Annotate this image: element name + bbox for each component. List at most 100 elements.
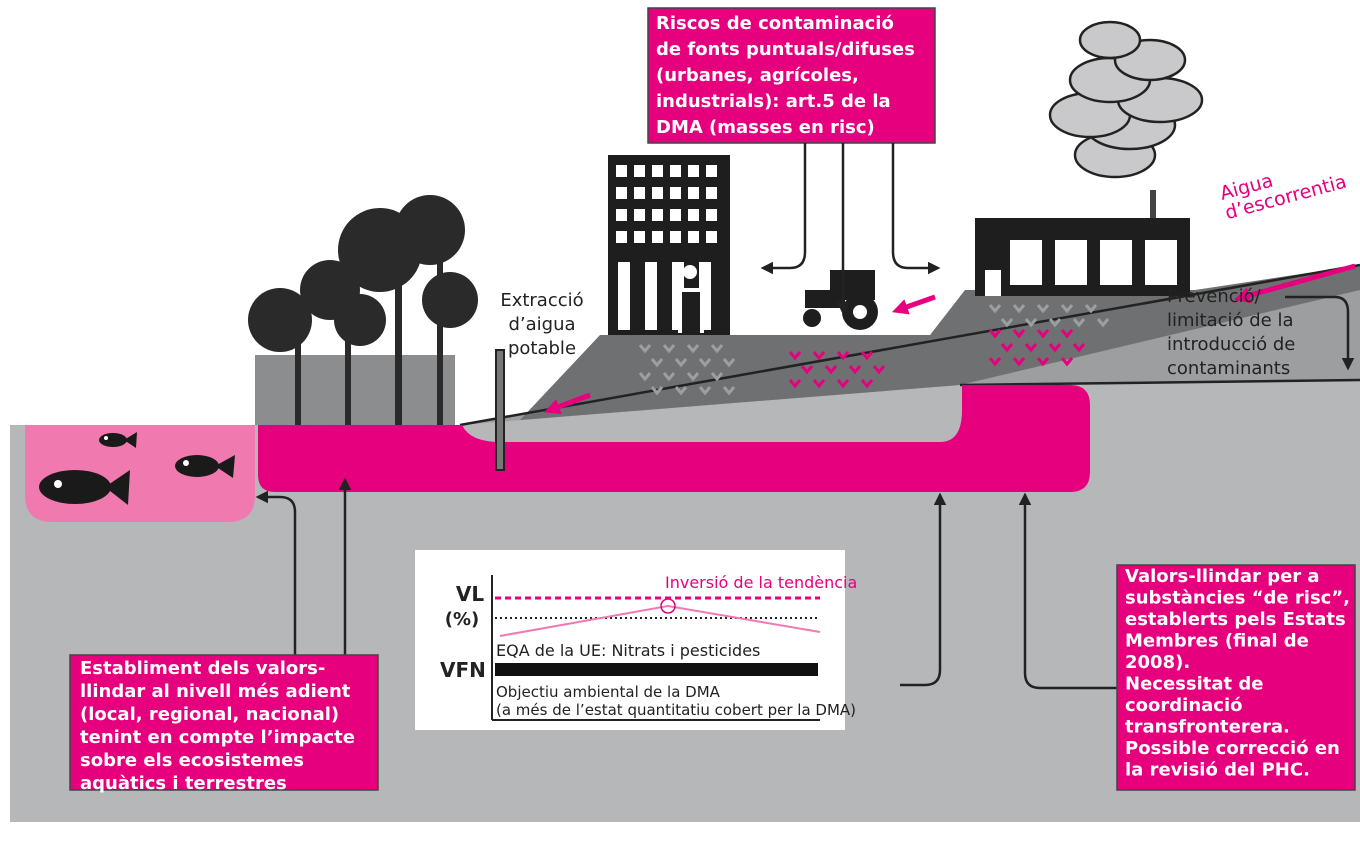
text-line: Prevenció/ bbox=[1167, 286, 1262, 307]
trees bbox=[248, 195, 478, 425]
infiltration-mark bbox=[1060, 357, 1074, 367]
text-line: Possible correcció en bbox=[1125, 738, 1340, 759]
infiltration-mark bbox=[638, 372, 652, 382]
infiltration-mark bbox=[848, 365, 862, 375]
vl-label: VL bbox=[456, 582, 484, 606]
window bbox=[706, 209, 717, 221]
infiltration-mark bbox=[1096, 318, 1110, 328]
aquifer-top bbox=[959, 378, 1360, 387]
infiltration-mark bbox=[872, 365, 886, 375]
extraction-arrow bbox=[544, 392, 591, 415]
runoff-arrow bbox=[891, 294, 936, 315]
infiltration-mark bbox=[812, 351, 826, 361]
percent-label: (%) bbox=[445, 609, 480, 630]
runoff-arrow bbox=[1233, 263, 1356, 304]
infiltration-mark bbox=[1012, 329, 1026, 339]
window bbox=[652, 187, 663, 199]
text-line: (local, regional, nacional) bbox=[80, 704, 339, 725]
extraction-label: Extracció d’aigua potable bbox=[500, 290, 583, 359]
window bbox=[688, 209, 699, 221]
infiltration-mark bbox=[988, 304, 1002, 314]
window bbox=[688, 165, 699, 177]
text-line: DMA (masses en risc) bbox=[656, 117, 875, 138]
window bbox=[652, 165, 663, 177]
window bbox=[652, 209, 663, 221]
infiltration-marks bbox=[638, 304, 1110, 396]
top-box-text: Riscos de contaminació de fonts puntuals/… bbox=[656, 13, 915, 138]
infiltration-mark bbox=[1072, 343, 1086, 353]
infiltration-mark bbox=[800, 365, 814, 375]
window bbox=[634, 209, 645, 221]
infiltration-mark bbox=[674, 358, 688, 368]
infiltration-mark bbox=[686, 344, 700, 354]
infiltration-mark bbox=[1036, 329, 1050, 339]
window bbox=[616, 231, 627, 243]
infiltration-mark bbox=[650, 386, 664, 396]
window bbox=[670, 187, 681, 199]
infiltration-mark bbox=[662, 372, 676, 382]
text-line: contaminants bbox=[1167, 358, 1290, 379]
infiltration-mark bbox=[1036, 304, 1050, 314]
text-line: (urbanes, agrícoles, bbox=[656, 65, 859, 86]
window bbox=[634, 187, 645, 199]
infiltration-mark bbox=[662, 344, 676, 354]
arrow bbox=[900, 492, 947, 687]
infiltration-mark bbox=[836, 379, 850, 389]
inset: VL (%) Inversió de la tendència EQA de l… bbox=[415, 550, 857, 730]
text-line: industrials): art.5 de la bbox=[656, 91, 891, 112]
slope-dark bbox=[520, 265, 1360, 420]
text-line: limitació de la bbox=[1167, 310, 1294, 331]
infiltration-mark bbox=[638, 344, 652, 354]
infiltration-mark bbox=[1048, 318, 1062, 328]
text-line: (a més de l’estat quantitatiu cobert per… bbox=[496, 701, 856, 719]
window bbox=[688, 187, 699, 199]
infiltration-mark bbox=[674, 386, 688, 396]
aquifer bbox=[258, 385, 1090, 492]
infiltration-mark bbox=[988, 329, 1002, 339]
infiltration-mark bbox=[1024, 343, 1038, 353]
window bbox=[634, 231, 645, 243]
window bbox=[618, 262, 630, 330]
arrow bbox=[760, 143, 807, 275]
window bbox=[645, 262, 657, 330]
text-line: tenint en compte l’impacte bbox=[80, 727, 355, 748]
window bbox=[688, 231, 699, 243]
text-line: Riscos de contaminació bbox=[656, 13, 894, 34]
text-line: de fonts puntuals/difuses bbox=[656, 39, 915, 60]
text-line: 2008). bbox=[1125, 652, 1190, 673]
infiltration-mark bbox=[650, 358, 664, 368]
text-line: introducció de bbox=[1167, 334, 1295, 355]
text-line: Valors-llindar per a bbox=[1125, 566, 1320, 587]
text-line: Extracció bbox=[500, 290, 583, 311]
text-line: la revisió del PHC. bbox=[1125, 760, 1310, 781]
well bbox=[495, 349, 505, 471]
text-line: establerts pels Estats bbox=[1125, 609, 1346, 630]
text-line: substàncies “de risc”, bbox=[1125, 588, 1350, 609]
infiltration-mark bbox=[788, 351, 802, 361]
text-line: sobre els ecosistemes bbox=[80, 750, 304, 771]
smoke bbox=[1048, 20, 1204, 179]
arrow bbox=[891, 143, 941, 275]
infiltration-mark bbox=[710, 372, 724, 382]
infiltration-mark bbox=[860, 351, 874, 361]
text-line: potable bbox=[508, 338, 576, 359]
window bbox=[670, 165, 681, 177]
window bbox=[616, 209, 627, 221]
window bbox=[616, 187, 627, 199]
left-box: Establiment dels valors-llindar al nivel… bbox=[69, 654, 379, 794]
infiltration-mark bbox=[860, 379, 874, 389]
right-box: Valors-llindar per a substàncies “de risc… bbox=[1116, 564, 1356, 791]
infiltration-mark bbox=[1000, 318, 1014, 328]
text-line: coordinació bbox=[1125, 695, 1243, 716]
left-box-text: Establiment dels valors-llindar al nivel… bbox=[80, 658, 355, 794]
text-line: Objectiu ambiental de la DMA bbox=[496, 683, 721, 701]
text-line: Necessitat de bbox=[1125, 674, 1263, 695]
window bbox=[616, 165, 627, 177]
infiltration-mark bbox=[686, 372, 700, 382]
tractor bbox=[803, 270, 878, 330]
infiltration-mark bbox=[722, 386, 736, 396]
objective-label: Objectiu ambiental de la DMA (a més de l’… bbox=[496, 683, 856, 719]
infiltration-mark bbox=[1048, 343, 1062, 353]
right-box-text: Valors-llindar per a substàncies “de risc… bbox=[1125, 566, 1350, 781]
